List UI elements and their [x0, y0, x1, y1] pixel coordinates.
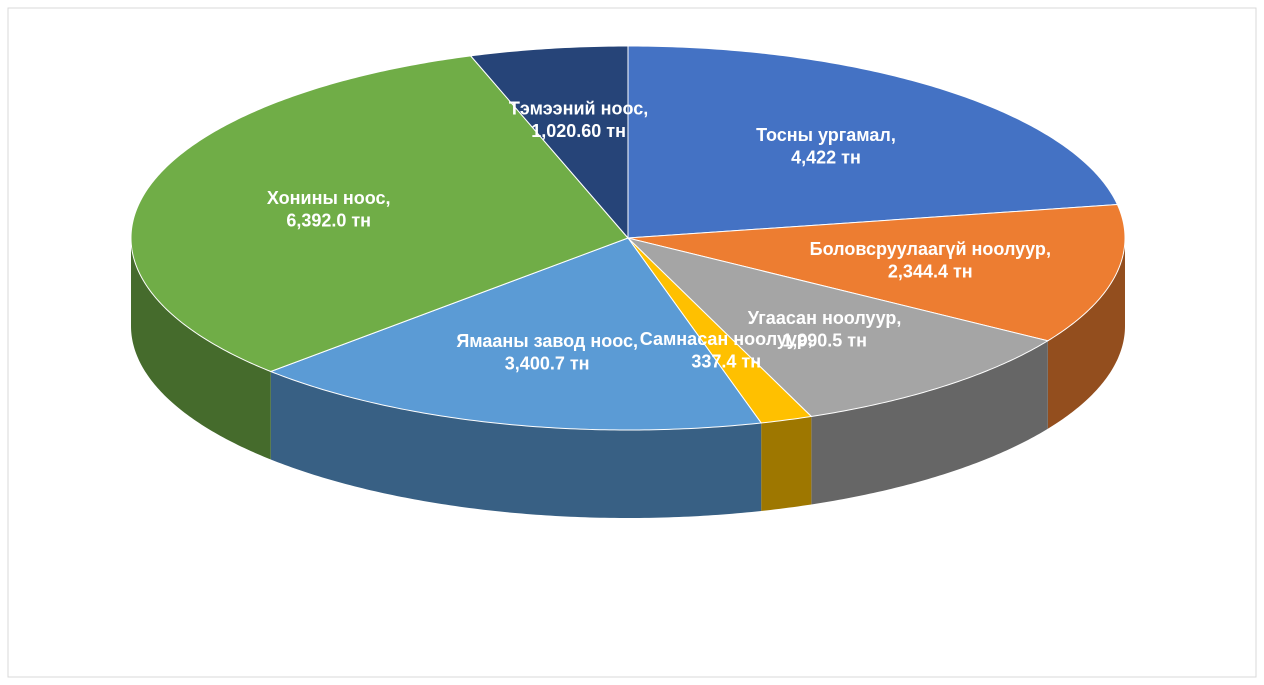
separator: , — [385, 188, 390, 208]
value-label: 1,020.60 тн — [531, 121, 626, 141]
category: Боловсруулаагүй ноолуур — [810, 239, 1046, 259]
label-name: Хонины ноос, — [267, 188, 391, 208]
label-name: Угаасан ноолуур, — [748, 308, 902, 328]
category: Самнасан ноолуур — [640, 329, 808, 349]
label-name: Ямааны завод ноос, — [456, 331, 638, 351]
category: Тэмээний ноос — [509, 98, 643, 118]
category: Хонины ноос — [267, 188, 386, 208]
category: Угаасан ноолуур — [748, 308, 897, 328]
category: Ямааны завод ноос — [456, 331, 633, 351]
slice-side — [131, 238, 271, 460]
separator: , — [808, 329, 813, 349]
data-label: Тэмээний ноос, 1,020.60 тн — [509, 98, 648, 141]
label-name: Боловсруулаагүй ноолуур, — [810, 239, 1051, 259]
separator: , — [891, 125, 896, 145]
slice — [269, 237, 763, 431]
slice — [627, 237, 813, 424]
label-name: Тосны ургамал, — [756, 125, 896, 145]
slice-side — [1047, 238, 1125, 429]
data-label: Боловсруулаагүй ноолуур, 2,344.4 тн — [810, 239, 1051, 282]
value-label: 3,400.7 тн — [505, 353, 590, 373]
value-label: 1,990.5 тн — [782, 330, 867, 350]
slice — [627, 204, 1126, 342]
label-name: Самнасан ноолуур, — [640, 329, 813, 349]
separator: , — [896, 308, 901, 328]
category: Тосны ургамал — [756, 125, 891, 145]
value-label: 337.4 тн — [691, 351, 761, 371]
value-label: 6,392.0 тн — [286, 210, 371, 230]
data-label: Хонины ноос, 6,392.0 тн — [267, 188, 391, 231]
data-label: Угаасан ноолуур, 1,990.5 тн — [748, 308, 902, 351]
value-label: 2,344.4 тн — [888, 261, 973, 281]
slice — [626, 237, 1050, 417]
slice-side — [270, 371, 762, 518]
label-name: Тэмээний ноос, — [509, 98, 648, 118]
slice-side — [811, 340, 1048, 505]
slice — [469, 45, 629, 240]
data-label: Тосны ургамал, 4,422 тн — [756, 125, 896, 168]
separator: , — [1046, 239, 1051, 259]
separator: , — [643, 98, 648, 118]
data-label: Самнасан ноолуур, 337.4 тн — [640, 329, 813, 372]
slice — [627, 45, 1119, 239]
data-label: Ямааны завод ноос, 3,400.7 тн — [456, 331, 638, 374]
separator: , — [633, 331, 638, 351]
slice — [130, 55, 629, 373]
slice-side — [761, 416, 812, 511]
value-label: 4,422 тн — [791, 147, 861, 167]
